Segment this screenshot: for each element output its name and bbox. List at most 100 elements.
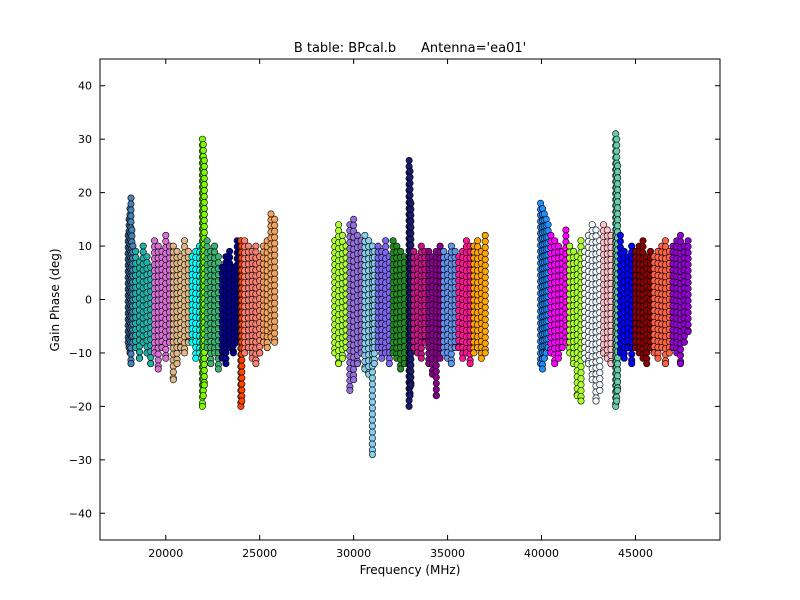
data-point bbox=[577, 237, 585, 245]
data-point bbox=[256, 349, 264, 357]
data-point bbox=[407, 199, 415, 207]
data-point bbox=[614, 210, 622, 218]
data-point bbox=[271, 323, 279, 331]
data-point bbox=[162, 345, 170, 353]
data-point bbox=[271, 233, 279, 241]
data-point bbox=[200, 187, 208, 195]
data-point bbox=[200, 163, 208, 171]
data-point bbox=[577, 369, 585, 377]
data-point bbox=[481, 273, 489, 281]
data-point bbox=[368, 410, 376, 418]
data-point bbox=[614, 186, 622, 194]
data-point bbox=[238, 368, 246, 376]
data-point bbox=[544, 221, 552, 229]
data-point bbox=[481, 303, 489, 311]
data-point bbox=[271, 299, 279, 307]
data-point bbox=[238, 374, 246, 382]
data-point bbox=[226, 247, 234, 255]
data-point bbox=[238, 397, 246, 405]
y-tick-label: 20 bbox=[78, 187, 92, 200]
data-point bbox=[459, 354, 467, 362]
data-point bbox=[407, 361, 415, 369]
data-point bbox=[407, 229, 415, 237]
data-point bbox=[238, 362, 246, 370]
data-point bbox=[127, 200, 135, 208]
x-tick-label: 40000 bbox=[524, 547, 559, 560]
data-point bbox=[407, 205, 415, 213]
data-point bbox=[628, 360, 636, 368]
x-tick-label: 20000 bbox=[148, 547, 183, 560]
data-point bbox=[613, 397, 621, 405]
data-point bbox=[614, 180, 622, 188]
x-axis: 20000 25000 30000 35000 40000 45000 bbox=[148, 59, 653, 560]
data-point bbox=[614, 168, 622, 176]
data-point bbox=[271, 263, 279, 271]
data-point bbox=[397, 365, 405, 373]
data-point bbox=[350, 376, 358, 384]
data-point bbox=[382, 237, 390, 245]
data-point bbox=[200, 157, 208, 165]
data-point bbox=[368, 368, 376, 376]
data-point bbox=[252, 360, 260, 368]
data-point bbox=[577, 397, 585, 405]
data-point bbox=[432, 385, 440, 393]
data-point bbox=[614, 162, 622, 170]
data-point bbox=[271, 251, 279, 259]
data-point bbox=[147, 360, 155, 368]
data-point bbox=[417, 354, 425, 362]
data-point bbox=[614, 386, 622, 394]
data-point bbox=[551, 360, 559, 368]
data-point bbox=[127, 206, 135, 214]
data-point bbox=[200, 381, 208, 389]
data-point bbox=[271, 338, 279, 346]
data-point bbox=[614, 216, 622, 224]
data-point bbox=[127, 194, 135, 202]
data-point bbox=[198, 402, 206, 410]
data-point bbox=[346, 386, 354, 394]
data-point bbox=[577, 375, 585, 383]
data-point bbox=[271, 275, 279, 283]
data-point bbox=[654, 354, 662, 362]
data-point bbox=[200, 169, 208, 177]
y-tick-label: 40 bbox=[78, 80, 92, 93]
data-point bbox=[592, 226, 600, 234]
data-point bbox=[676, 231, 684, 239]
data-point bbox=[614, 372, 622, 380]
data-point bbox=[481, 309, 489, 317]
x-tick-label: 35000 bbox=[430, 547, 465, 560]
data-point bbox=[136, 354, 144, 362]
data-point bbox=[562, 232, 570, 240]
y-axis: −40 −30 −20 −10 0 10 20 30 40 bbox=[69, 80, 720, 520]
data-point bbox=[271, 239, 279, 247]
data-point bbox=[368, 386, 376, 394]
x-tick-label: 25000 bbox=[242, 547, 277, 560]
data-points bbox=[124, 130, 692, 458]
data-point bbox=[271, 317, 279, 325]
data-point bbox=[181, 349, 189, 357]
data-point bbox=[238, 380, 246, 388]
data-point bbox=[338, 231, 346, 239]
data-point bbox=[481, 321, 489, 329]
data-point bbox=[432, 373, 440, 381]
data-point bbox=[154, 356, 162, 364]
data-point bbox=[338, 354, 346, 362]
data-point bbox=[214, 365, 222, 373]
data-point bbox=[481, 327, 489, 335]
data-point bbox=[596, 375, 604, 383]
data-point bbox=[538, 365, 546, 373]
data-point bbox=[405, 402, 413, 410]
data-point bbox=[370, 360, 378, 368]
data-point bbox=[614, 174, 622, 182]
data-point bbox=[335, 221, 343, 229]
data-point bbox=[577, 381, 585, 389]
data-point bbox=[271, 305, 279, 313]
data-point bbox=[203, 237, 211, 245]
data-point bbox=[350, 221, 358, 229]
data-point bbox=[405, 157, 413, 165]
data-point bbox=[200, 193, 208, 201]
data-point bbox=[162, 354, 170, 362]
data-point bbox=[127, 350, 135, 358]
data-point bbox=[222, 360, 230, 368]
data-point bbox=[481, 249, 489, 257]
data-point bbox=[407, 217, 415, 225]
